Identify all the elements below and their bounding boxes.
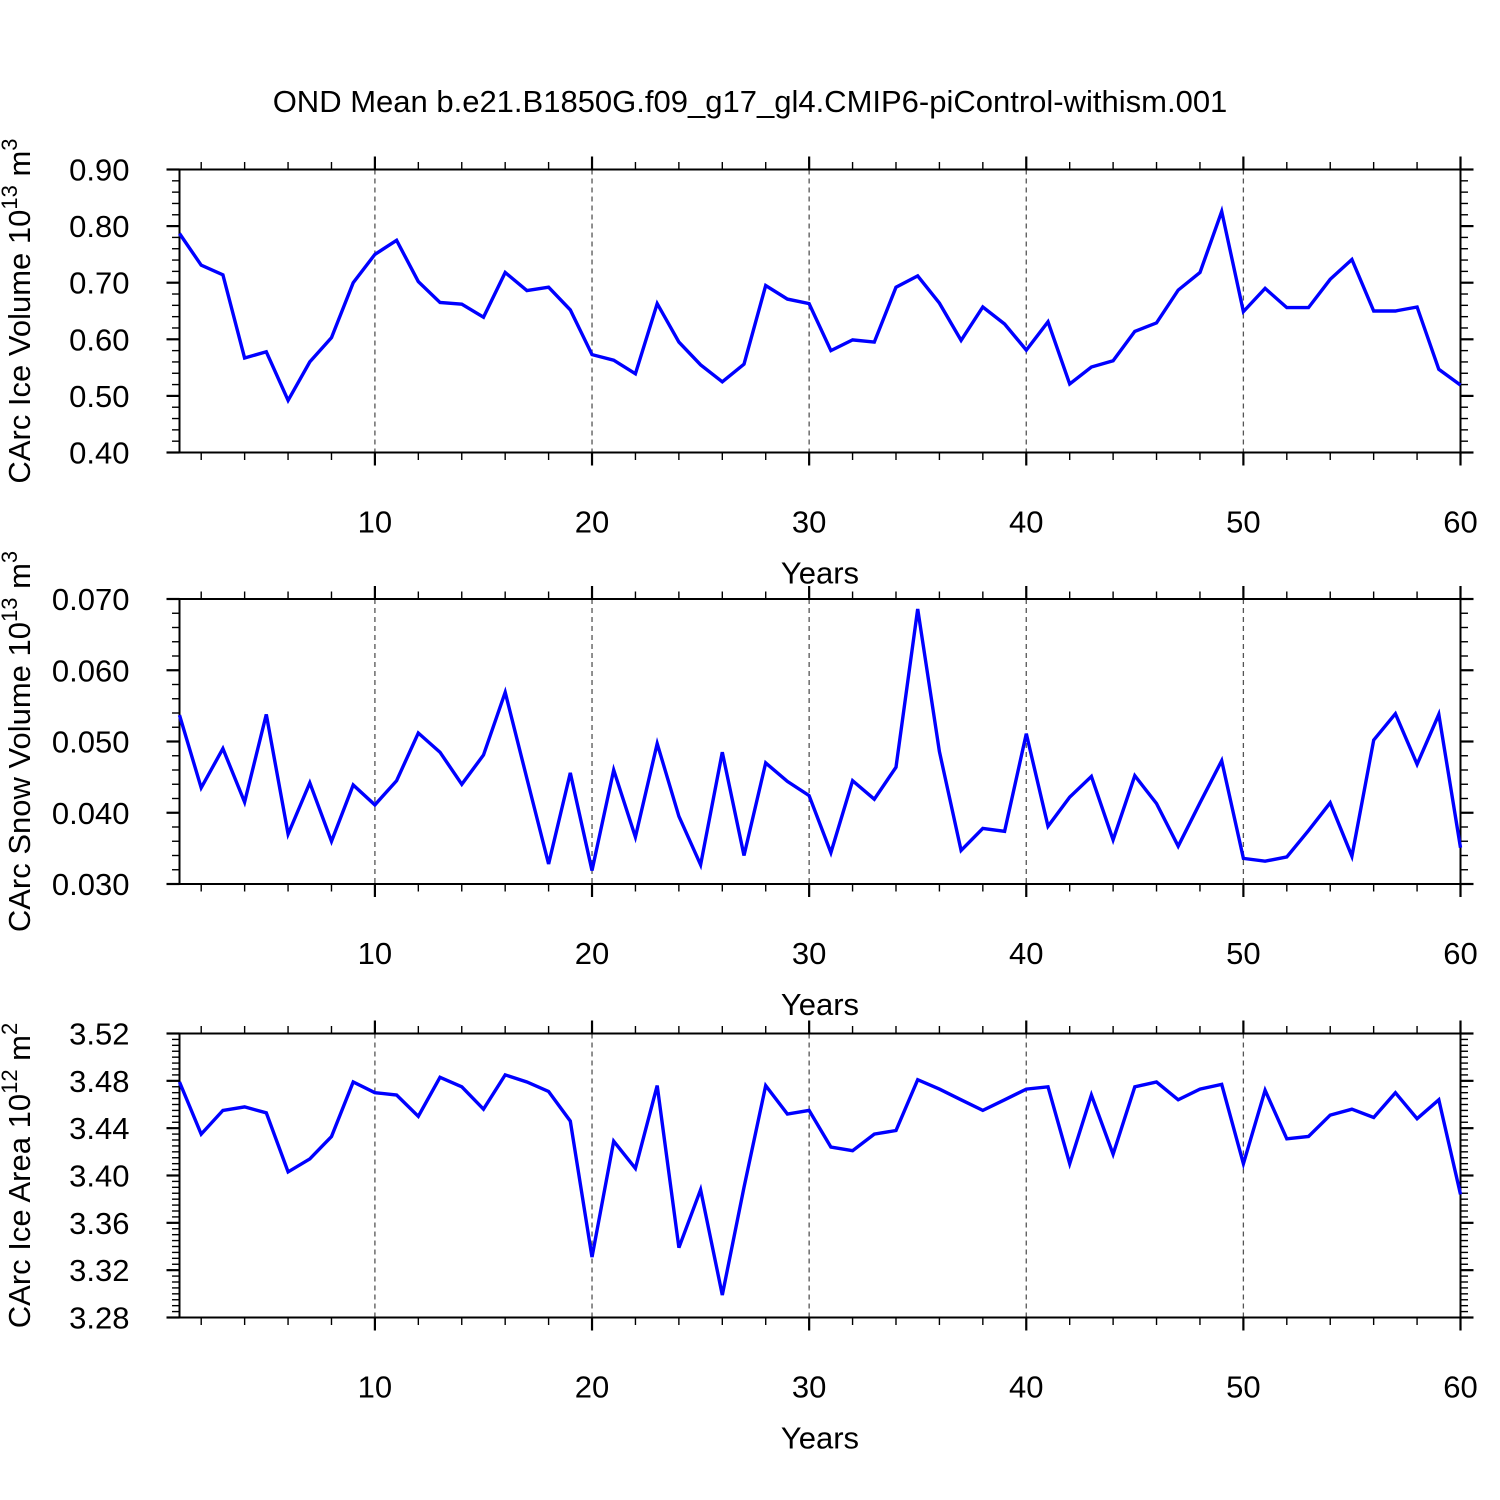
x-tick-label: 60 — [1443, 1370, 1477, 1405]
x-tick-label: 30 — [792, 1370, 826, 1405]
y-tick-label: 0.030 — [52, 867, 130, 902]
y-axis-label: CArc Ice Area 1012 m2 — [0, 1023, 37, 1329]
y-tick-label: 3.44 — [69, 1111, 129, 1146]
panel-2-series-line — [177, 608, 1463, 871]
y-tick-label: 3.40 — [69, 1159, 129, 1194]
y-tick-label: 0.070 — [52, 582, 130, 617]
x-tick-label: 20 — [575, 1370, 609, 1405]
x-tick-label: 60 — [1443, 936, 1477, 971]
y-axis-label: CArc Ice Volume 1013 m3 — [0, 138, 37, 483]
y-tick-label: 0.50 — [69, 379, 129, 414]
y-tick-label: 0.90 — [69, 153, 129, 188]
y-tick-label: 0.060 — [52, 653, 130, 688]
x-tick-label: 30 — [792, 505, 826, 540]
x-tick-label: 50 — [1226, 1370, 1260, 1405]
chart-title: OND Mean b.e21.B1850G.f09_g17_gl4.CMIP6-… — [272, 84, 1228, 119]
x-tick-label: 50 — [1226, 505, 1260, 540]
y-tick-label: 0.40 — [69, 436, 129, 471]
x-axis-label: Years — [781, 987, 859, 1022]
panel-1: 10 20 30 40 50 60 0.40 0.50 0.60 0.70 0.80 0.90 Year… — [0, 138, 1478, 590]
x-tick-label: 10 — [358, 505, 392, 540]
panel-1-series-line — [178, 205, 1462, 405]
x-tick-label: 10 — [358, 936, 392, 971]
x-axis-label: Years — [781, 556, 859, 591]
y-tick-label: 0.040 — [52, 796, 130, 831]
x-tick-label: 30 — [792, 936, 826, 971]
panel-2: 10 20 30 40 50 60 0.030 0.040 0.050 0.060 0.070 Yea… — [0, 551, 1478, 1022]
y-tick-label: 0.60 — [69, 322, 129, 357]
y-axis-label: CArc Snow Volume 1013 m3 — [0, 551, 37, 932]
y-tick-label: 3.48 — [69, 1064, 129, 1099]
y-tick-label: 0.70 — [69, 266, 129, 301]
y-tick-label: 3.36 — [69, 1206, 129, 1241]
x-tick-label: 20 — [575, 936, 609, 971]
x-tick-label: 50 — [1226, 936, 1260, 971]
y-tick-label: 3.52 — [69, 1017, 129, 1052]
x-tick-label: 40 — [1009, 505, 1043, 540]
y-tick-label: 3.28 — [69, 1301, 129, 1336]
x-tick-label: 40 — [1009, 936, 1043, 971]
y-tick-label: 0.80 — [69, 209, 129, 244]
x-tick-label: 20 — [575, 505, 609, 540]
plot-box — [178, 168, 1462, 454]
plot-box — [178, 598, 1462, 885]
panel-3: 10 20 30 40 50 60 3.28 3.32 3.36 3.40 3.44 3.48 3.52… — [0, 1017, 1478, 1456]
panel-3-series-line — [177, 1072, 1463, 1296]
x-tick-label: 40 — [1009, 1370, 1043, 1405]
plot-box — [178, 1032, 1462, 1319]
y-tick-label: 3.32 — [69, 1253, 129, 1288]
x-tick-label: 60 — [1443, 505, 1477, 540]
x-tick-label: 10 — [358, 1370, 392, 1405]
y-tick-label: 0.050 — [52, 725, 130, 760]
x-axis-label: Years — [781, 1421, 859, 1456]
